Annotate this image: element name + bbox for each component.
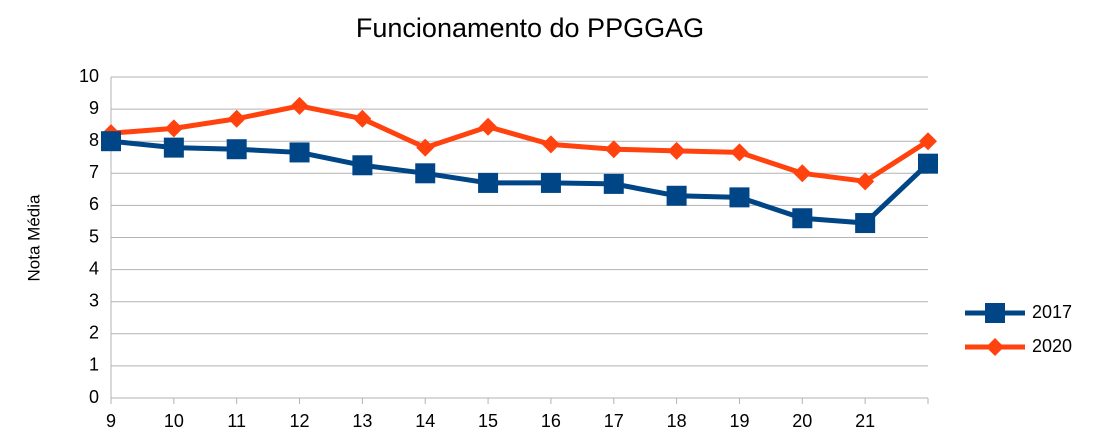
point [792, 208, 813, 229]
y-tick-label: 4 [89, 258, 99, 278]
legend-marker [986, 338, 1004, 356]
line [110, 138, 930, 226]
point [101, 131, 121, 152]
point [289, 142, 310, 163]
point [855, 213, 876, 234]
y-tick-label: 5 [89, 226, 99, 246]
point [666, 185, 687, 206]
legend-label: 2017 [1032, 302, 1072, 322]
x-tick-label: 15 [478, 411, 498, 431]
point [415, 163, 436, 184]
point [416, 138, 435, 157]
point [163, 137, 184, 158]
point [353, 109, 372, 128]
y-axis-label: Nota Média [24, 194, 43, 281]
point [604, 140, 623, 159]
x-tick-label: 21 [855, 411, 875, 431]
y-tick-label: 3 [89, 290, 99, 310]
point [856, 172, 875, 191]
x-tick-label: 13 [352, 411, 372, 431]
x-tick-label: 16 [541, 411, 561, 431]
y-tick-label: 9 [89, 98, 99, 118]
point [227, 109, 246, 128]
x-tick-label: 20 [792, 411, 812, 431]
x-tick-label: 11 [227, 411, 246, 431]
y-tick-label: 6 [89, 194, 99, 214]
x-tick-label: 9 [106, 411, 116, 431]
point [793, 164, 812, 183]
y-tick-label: 10 [79, 66, 99, 86]
point [603, 173, 624, 194]
point [226, 139, 247, 160]
point [478, 172, 499, 193]
point [541, 135, 560, 154]
y-tick-label: 7 [89, 162, 99, 182]
legend-marker [985, 303, 1005, 323]
legend-label: 2020 [1032, 336, 1072, 356]
y-tick-label: 2 [89, 323, 99, 343]
x-tick-label: 10 [164, 411, 184, 431]
point [164, 119, 183, 138]
point [290, 96, 309, 115]
line [110, 103, 930, 184]
x-tick-label: 12 [290, 411, 310, 431]
point [667, 141, 686, 160]
point [730, 143, 749, 162]
x-tick-label: 19 [729, 411, 749, 431]
y-tick-label: 0 [89, 387, 99, 407]
point [352, 155, 373, 176]
point [540, 172, 561, 193]
chart-title: Funcionamento do PPGGAG [356, 13, 704, 43]
x-tick-label: 18 [667, 411, 687, 431]
point [729, 187, 750, 208]
point [919, 132, 937, 151]
point [918, 153, 938, 174]
y-tick-label: 1 [89, 355, 99, 375]
x-tick-label: 14 [415, 411, 435, 431]
point [479, 117, 498, 136]
x-tick-label: 17 [604, 411, 624, 431]
y-tick-label: 8 [89, 130, 99, 150]
